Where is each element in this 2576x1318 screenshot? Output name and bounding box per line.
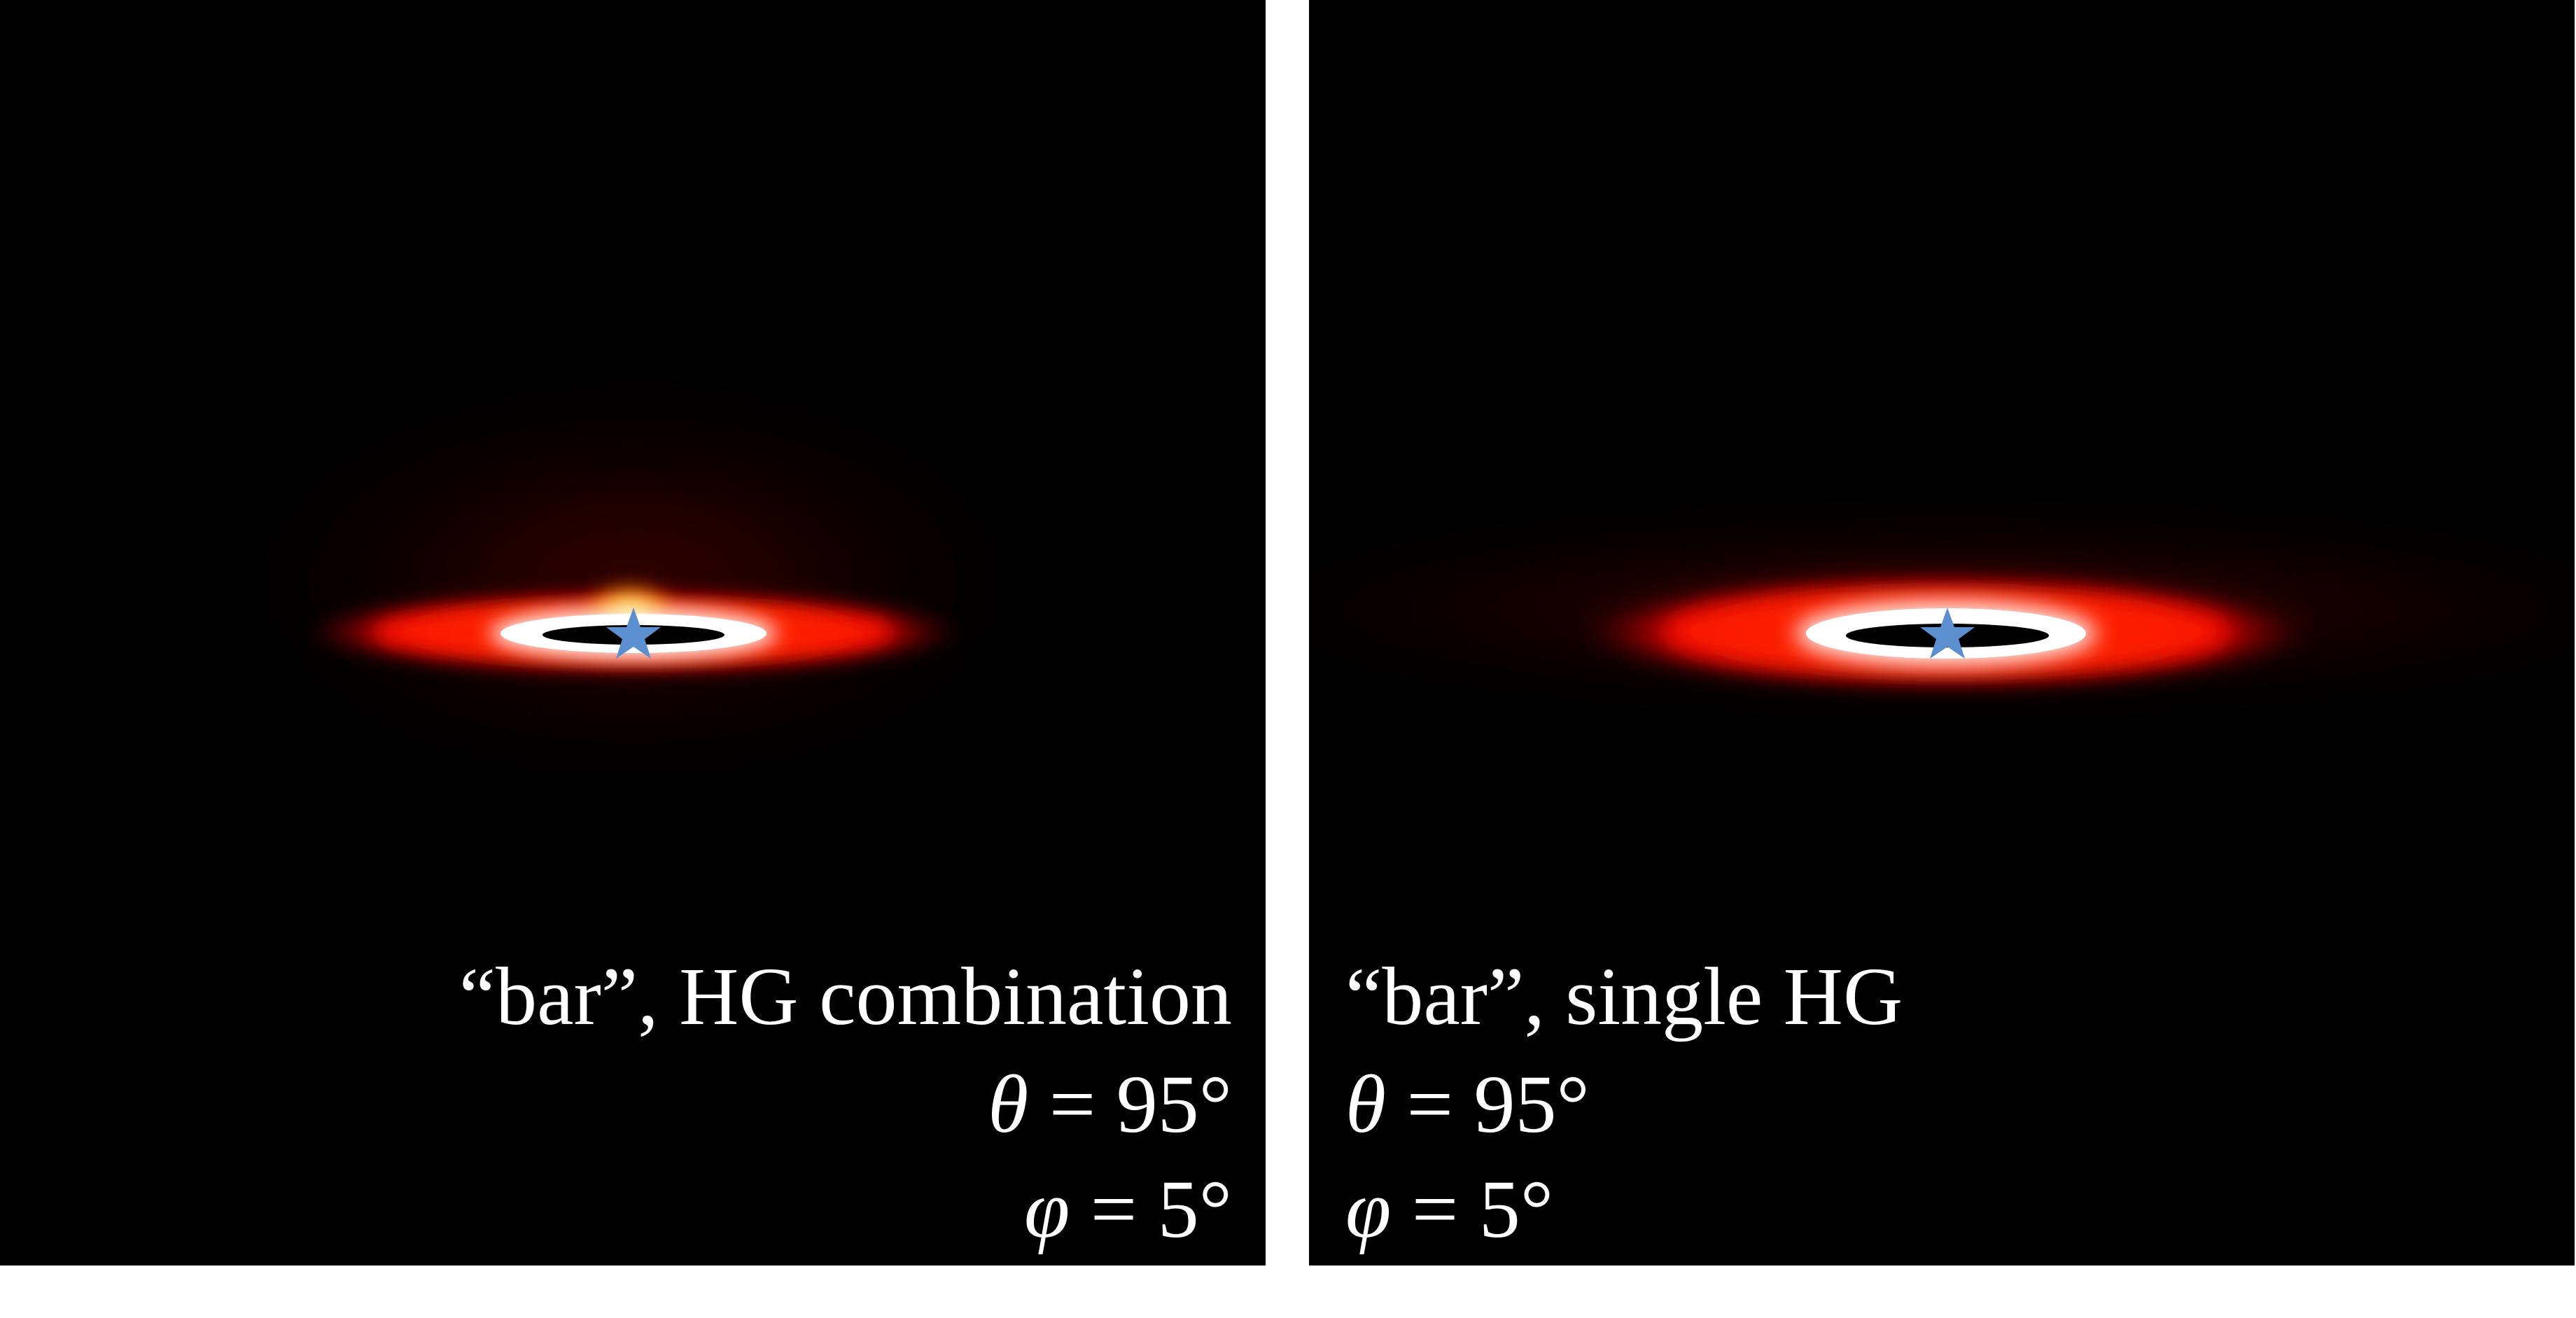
left-panel-title: “bar”, HG combination <box>458 951 1232 1042</box>
right-phi-label: φ = 5° <box>1345 1163 1553 1256</box>
left-theta-label: θ = 95° <box>988 1058 1232 1151</box>
right-panel-title: “bar”, single HG <box>1345 951 1903 1042</box>
left-phi-label: φ = 5° <box>1024 1163 1232 1256</box>
left-image-panel: “bar”, HG combination θ = 95° φ = 5° <box>0 0 1266 1266</box>
left-phi-symbol: φ <box>1023 1163 1070 1255</box>
right-image-panel: “bar”, single HG θ = 95° φ = 5° <box>1309 0 2575 1266</box>
right-theta-label: θ = 95° <box>1345 1058 1590 1151</box>
right-star-marker <box>1920 608 1975 659</box>
right-phi-value: = 5° <box>1391 1163 1554 1255</box>
left-theta-symbol: θ <box>988 1058 1029 1150</box>
right-theta-symbol: θ <box>1345 1058 1386 1150</box>
right-phi-symbol: φ <box>1345 1163 1392 1255</box>
left-theta-value: = 95° <box>1028 1058 1232 1150</box>
left-disk-image <box>241 399 1026 763</box>
right-theta-value: = 95° <box>1385 1058 1590 1150</box>
left-star-marker <box>606 608 661 659</box>
left-phi-value: = 5° <box>1070 1163 1232 1255</box>
